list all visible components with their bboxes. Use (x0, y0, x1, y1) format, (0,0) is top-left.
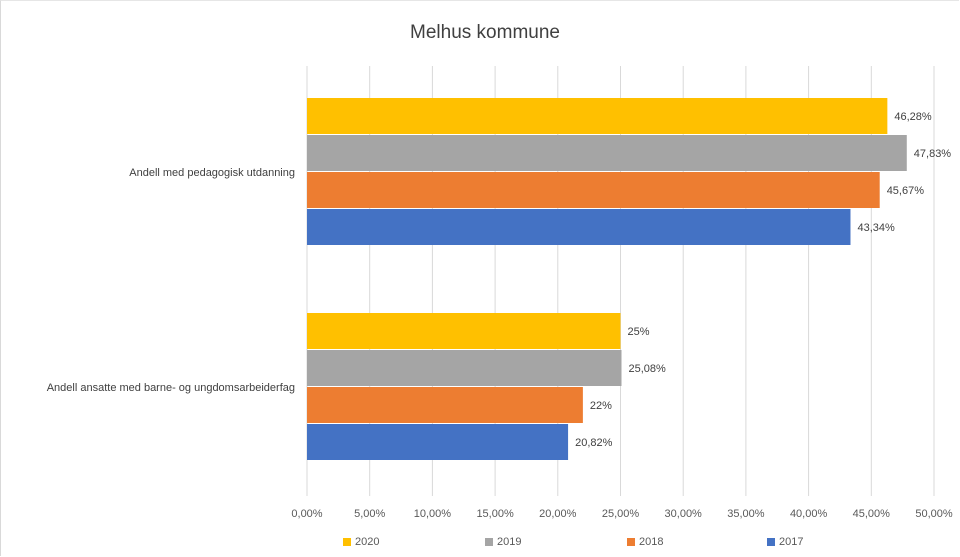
legend-swatch (485, 538, 493, 546)
data-label: 47,83% (914, 148, 952, 160)
bar-2020 (307, 98, 888, 134)
x-tick-label: 30,00% (665, 508, 703, 520)
x-tick-label: 40,00% (790, 508, 828, 520)
data-label: 46,28% (894, 111, 932, 123)
data-label: 20,82% (575, 437, 613, 449)
x-tick-label: 10,00% (414, 508, 452, 520)
data-label: 22% (590, 400, 612, 412)
bar-2019 (307, 350, 622, 386)
legend-label: 2017 (779, 536, 804, 548)
category-label: Andell med pedagogisk utdanning (129, 167, 295, 179)
legend-swatch (767, 538, 775, 546)
legend-label: 2019 (497, 536, 522, 548)
x-tick-label: 45,00% (853, 508, 891, 520)
bar-2018 (307, 172, 880, 208)
category-label: Andell ansatte med barne- og ungdomsarbe… (47, 382, 295, 394)
bar-2017 (307, 209, 851, 245)
legend-item-2017: 2017 (767, 536, 803, 548)
bar-2020 (307, 313, 621, 349)
x-tick-label: 15,00% (476, 508, 514, 520)
x-tick-label: 5,00% (354, 508, 385, 520)
legend-label: 2018 (639, 536, 664, 548)
bar-chart: 0,00% 5,00% 10,00% 15,00% 20,00% 25,00% 30,00%… (47, 66, 953, 520)
legend-swatch (627, 538, 635, 546)
legend-swatch (343, 538, 351, 546)
legend-item-2020: 2020 (343, 536, 379, 548)
bar-2018 (307, 387, 583, 423)
legend-item-2019: 2019 (485, 536, 521, 548)
x-tick-label: 25,00% (602, 508, 640, 520)
data-label: 25,08% (629, 363, 667, 375)
data-label: 25% (628, 326, 650, 338)
legend: 2020 2019 2018 2017 (0, 536, 960, 554)
chart-title: Melhus kommune (410, 22, 560, 43)
x-tick-label: 50,00% (915, 508, 953, 520)
legend-item-2018: 2018 (627, 536, 663, 548)
x-tick-label: 35,00% (727, 508, 765, 520)
x-tick-label: 20,00% (539, 508, 577, 520)
data-label: 45,67% (887, 185, 925, 197)
bar-2017 (307, 424, 569, 460)
legend-label: 2020 (355, 536, 380, 548)
x-tick-label: 0,00% (291, 508, 322, 520)
bar-2019 (307, 135, 907, 171)
data-label: 43,34% (857, 222, 895, 234)
